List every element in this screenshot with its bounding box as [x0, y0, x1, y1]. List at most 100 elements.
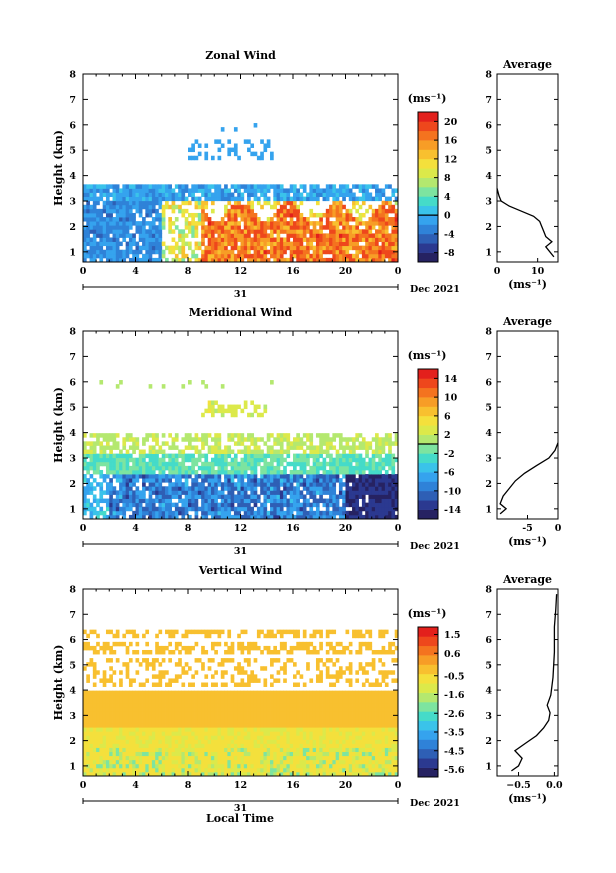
heatmap-cell	[161, 723, 166, 728]
heatmap-cell	[270, 225, 274, 230]
heatmap-cell	[194, 763, 199, 769]
heatmap-cell	[270, 506, 274, 512]
heatmap-cell	[214, 474, 218, 479]
heatmap-cell	[296, 437, 300, 442]
heatmap-cell	[250, 257, 255, 263]
heatmap-cell	[329, 469, 333, 475]
heatmap-cell	[247, 706, 251, 712]
heatmap-cell	[188, 457, 192, 463]
heatmap-cell	[89, 743, 94, 748]
heatmap-cell	[381, 200, 386, 206]
heatmap-cell	[145, 763, 150, 769]
heatmap-cell	[319, 510, 323, 516]
heatmap-cell	[319, 221, 323, 226]
heatmap-cell	[260, 188, 264, 193]
heatmap-cell	[319, 461, 323, 467]
heatmap-cell	[115, 384, 120, 389]
heatmap-cell	[128, 445, 133, 450]
heatmap-cell	[194, 474, 199, 479]
heatmap-cell	[388, 433, 392, 438]
heatmap-cell	[191, 710, 195, 716]
heatmap-cell	[148, 188, 153, 193]
heatmap-cell	[115, 743, 120, 748]
heatmap-cell	[102, 188, 107, 193]
heatmap-cell	[96, 212, 100, 218]
heatmap-cell	[329, 249, 333, 255]
heatmap-cell	[89, 192, 94, 198]
heatmap-cell	[394, 441, 399, 446]
heatmap-cell	[145, 465, 150, 471]
heatmap-cell	[197, 506, 202, 512]
heatmap-cell	[181, 506, 186, 512]
heatmap-cell	[168, 767, 172, 773]
heatmap-cell	[388, 241, 392, 247]
heatmap-cell	[256, 751, 261, 757]
heatmap-cell	[148, 514, 153, 520]
heatmap-cell	[253, 645, 258, 651]
heatmap-cell	[161, 715, 166, 720]
heatmap-cell	[243, 735, 248, 740]
heatmap-cell	[99, 245, 104, 251]
heatmap-cell	[89, 204, 94, 210]
heatmap-cell	[115, 506, 120, 512]
heatmap-cell	[201, 412, 205, 418]
heatmap-cell	[145, 510, 150, 516]
heatmap-cell	[125, 192, 130, 198]
heatmap-cell	[266, 739, 271, 744]
heatmap-cell	[151, 490, 156, 495]
heatmap-cell	[240, 192, 245, 198]
heatmap-cell	[115, 241, 120, 247]
heatmap-cell	[233, 723, 238, 728]
heatmap-cell	[161, 763, 166, 769]
heatmap-cell	[165, 502, 169, 508]
heatmap-cell	[184, 486, 189, 491]
heatmap-cell	[368, 221, 373, 226]
heatmap-cell	[276, 208, 281, 214]
heatmap-cell	[273, 200, 277, 206]
heatmap-cell	[181, 702, 186, 708]
heatmap-cell	[112, 465, 117, 471]
heatmap-cell	[155, 465, 159, 471]
heatmap-cell	[201, 506, 205, 512]
heatmap-cell	[181, 502, 186, 508]
heatmap-cell	[371, 237, 376, 242]
heatmap-cell	[174, 494, 179, 499]
heatmap-cell	[368, 478, 373, 483]
heatmap-cell	[348, 245, 353, 251]
heatmap-cell	[358, 433, 363, 438]
heatmap-cell	[161, 253, 166, 259]
heatmap-cell	[151, 706, 156, 712]
heatmap-cell	[302, 188, 307, 193]
heatmap-cell	[132, 678, 136, 683]
heatmap-cell	[260, 710, 264, 716]
heatmap-cell	[125, 743, 130, 748]
heatmap-cell	[270, 233, 274, 238]
heatmap-cell	[230, 217, 235, 222]
heatmap-cell	[161, 719, 166, 724]
heatmap-cell	[332, 502, 337, 508]
heatmap-cell	[128, 184, 133, 189]
heatmap-cell	[381, 225, 386, 230]
heatmap-cell	[214, 188, 218, 193]
heatmap-cell	[128, 719, 133, 724]
heatmap-cell	[194, 727, 199, 732]
heatmap-cell	[296, 188, 300, 193]
heatmap-cell	[263, 143, 268, 148]
heatmap-cell	[384, 506, 389, 512]
heatmap-cell	[220, 127, 225, 132]
heatmap-cell	[263, 229, 268, 234]
heatmap-cell	[391, 482, 396, 487]
heatmap-cell	[194, 437, 199, 442]
heatmap-cell	[250, 731, 255, 736]
y-tick-label: 8	[69, 70, 76, 81]
heatmap-cell	[299, 249, 304, 255]
heatmap-cell	[224, 237, 228, 242]
heatmap-cell	[325, 474, 330, 479]
heatmap-cell	[256, 735, 261, 740]
heatmap-cell	[201, 217, 205, 222]
heatmap-cell	[237, 755, 241, 761]
heatmap-cell	[253, 188, 258, 193]
heatmap-cell	[233, 514, 238, 520]
heatmap-cell	[128, 453, 133, 459]
heatmap-cell	[142, 465, 146, 471]
